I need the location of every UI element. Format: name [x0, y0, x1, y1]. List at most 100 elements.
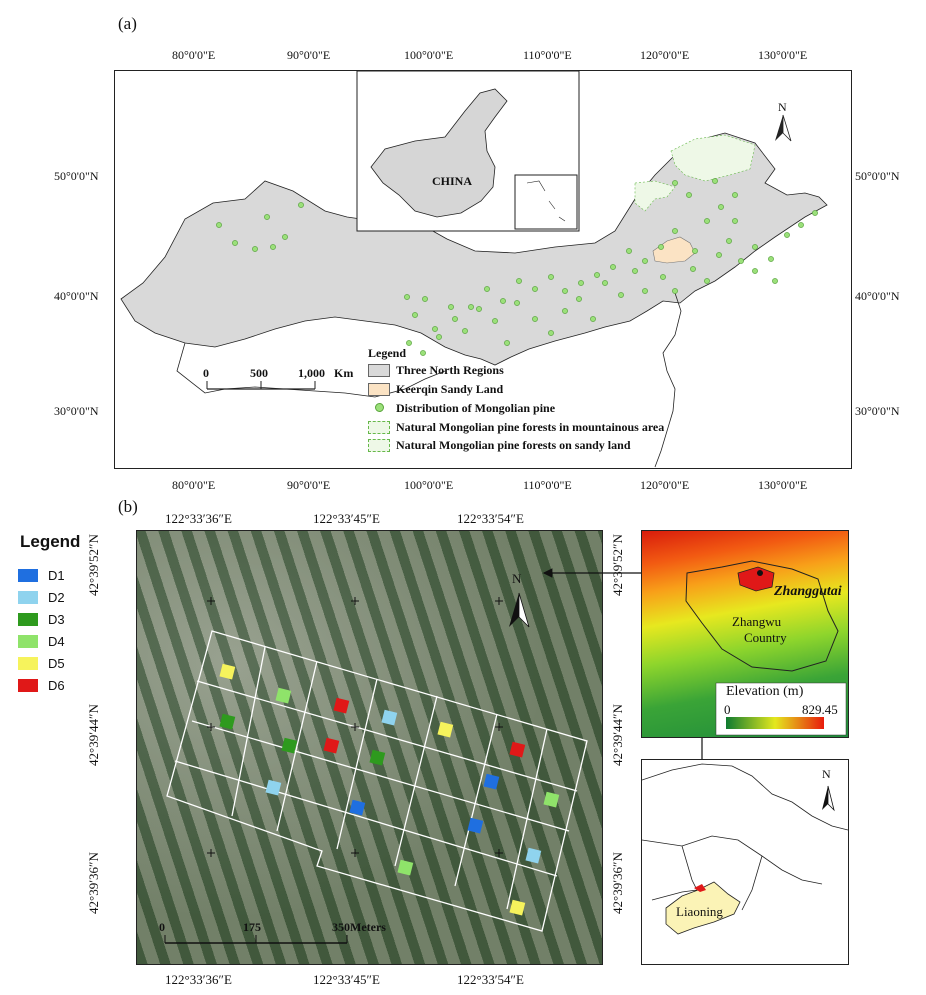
- plot-key-d6: D6: [18, 678, 65, 693]
- pine-dot: [462, 328, 468, 334]
- pine-dot: [422, 296, 428, 302]
- pine-dot: [692, 248, 698, 254]
- liaoning-label: Liaoning: [676, 904, 723, 919]
- pine-dot: [282, 234, 288, 240]
- sample-plot-d1: [483, 773, 500, 790]
- sample-plot-d4: [397, 859, 414, 876]
- place-zhanggutai: Zhanggutai: [774, 584, 842, 599]
- scale-end-b: 350: [332, 920, 350, 934]
- pine-dot: [768, 256, 774, 262]
- sample-plot-d3: [219, 713, 236, 730]
- scale-mid-a: 500: [250, 366, 268, 380]
- zhangwu-boundary: [685, 560, 839, 672]
- pine-dot: [298, 202, 304, 208]
- lat-tick-left: 30°0'0"N: [54, 404, 99, 418]
- pine-dot: [738, 258, 744, 264]
- scale-end-a: 1,000: [298, 366, 325, 380]
- zhanggutai-area: [737, 566, 775, 592]
- pine-dot: [618, 292, 624, 298]
- inset-china-shape: [370, 88, 508, 218]
- pine-dot: [562, 308, 568, 314]
- lon-tick-bottom: 90°0'0"E: [287, 478, 331, 492]
- pine-dot: [562, 288, 568, 294]
- pine-dot: [732, 192, 738, 198]
- lat-tick-right: 50°0'0"N: [855, 169, 900, 183]
- pine-dot: [504, 340, 510, 346]
- pine-dot: [420, 350, 426, 356]
- three-north-map: [120, 71, 828, 468]
- scale-unit-a: Km: [334, 366, 354, 380]
- pine-dot: [468, 304, 474, 310]
- pine-dot: [264, 214, 270, 220]
- pine-dot: [672, 228, 678, 234]
- scale-zero-b: 0: [159, 920, 165, 934]
- pine-dot: [672, 288, 678, 294]
- lon-tick-bottom: 100°0'0"E: [404, 478, 454, 492]
- sample-plot-d5: [437, 721, 454, 738]
- pine-dot: [516, 278, 522, 284]
- mountain-forest-area: [670, 134, 756, 182]
- pine-dot: [686, 192, 692, 198]
- province-map: [641, 759, 849, 965]
- mongolian-pine-dots: [216, 178, 818, 356]
- pine-dot: [232, 240, 238, 246]
- pine-dot: [216, 222, 222, 228]
- panel-b-label: (b): [118, 497, 138, 516]
- pine-dot: [594, 272, 600, 278]
- pine-dot: [642, 258, 648, 264]
- lon-tick-bottom: 110°0'0"E: [523, 478, 572, 492]
- elevation-min: 0: [724, 702, 731, 717]
- sample-plot-d3: [369, 749, 386, 766]
- legend-item: Natural Mongolian pine forests on sandy …: [368, 438, 631, 453]
- lat-tick-b-left: 42°39′36″N: [86, 852, 101, 914]
- pine-dot: [626, 248, 632, 254]
- pine-dot: [514, 300, 520, 306]
- lon-tick-top: 90°0'0"E: [287, 48, 331, 62]
- sample-plot-d5: [509, 899, 526, 916]
- lat-tick-right: 40°0'0"N: [855, 289, 900, 303]
- sample-plot-d4: [543, 791, 560, 808]
- north-arrow-b: [509, 593, 519, 627]
- lat-tick-left: 40°0'0"N: [54, 289, 99, 303]
- sample-plot-d6: [323, 737, 340, 754]
- pine-dot: [672, 180, 678, 186]
- lon-tick-b-top: 122°33′54″E: [457, 511, 524, 526]
- lat-tick-b-left: 42°39′44″N: [86, 704, 101, 766]
- lon-tick-b-top: 122°33′45″E: [313, 511, 380, 526]
- plot-squares: [219, 663, 560, 916]
- plot-key-d3: D3: [18, 612, 65, 627]
- lat-tick-b-left: 42°39′52″N: [86, 534, 101, 596]
- pine-dot: [492, 318, 498, 324]
- pine-dot: [484, 286, 490, 292]
- lon-tick-top: 120°0'0"E: [640, 48, 690, 62]
- plot-legend: Legend D1 D2 D3 D4 D5 D6: [0, 532, 120, 693]
- scale-unit-b: Meters: [350, 920, 386, 934]
- plot-grid: [164, 592, 588, 944]
- pine-dot: [812, 210, 818, 216]
- plot-key-d2: D2: [18, 590, 65, 605]
- pine-dot: [412, 312, 418, 318]
- pine-dot: [548, 330, 554, 336]
- pine-dot: [270, 244, 276, 250]
- lon-tick-b-bottom: 122°33′45″E: [313, 972, 380, 987]
- place-country: Country: [744, 630, 787, 645]
- legend-item: Keerqin Sandy Land: [368, 382, 503, 397]
- pine-dot: [610, 264, 616, 270]
- legend-item: Three North Regions: [368, 363, 504, 378]
- pine-dot: [726, 238, 732, 244]
- pine-dot: [704, 218, 710, 224]
- pine-dot: [578, 280, 584, 286]
- plot-key-d1: D1: [18, 568, 65, 583]
- pine-dot: [602, 280, 608, 286]
- lon-tick-top: 80°0'0"E: [172, 48, 216, 62]
- pine-dot: [548, 274, 554, 280]
- pine-dot: [252, 246, 258, 252]
- plot-legend-title: Legend: [20, 532, 81, 551]
- north-label-b: N: [512, 571, 522, 586]
- north-label-a: N: [778, 100, 787, 114]
- pine-dot: [642, 288, 648, 294]
- pine-dot: [660, 274, 666, 280]
- pine-dot: [632, 268, 638, 274]
- legend-a-title: Legend: [368, 346, 407, 360]
- elevation-map: [641, 530, 849, 738]
